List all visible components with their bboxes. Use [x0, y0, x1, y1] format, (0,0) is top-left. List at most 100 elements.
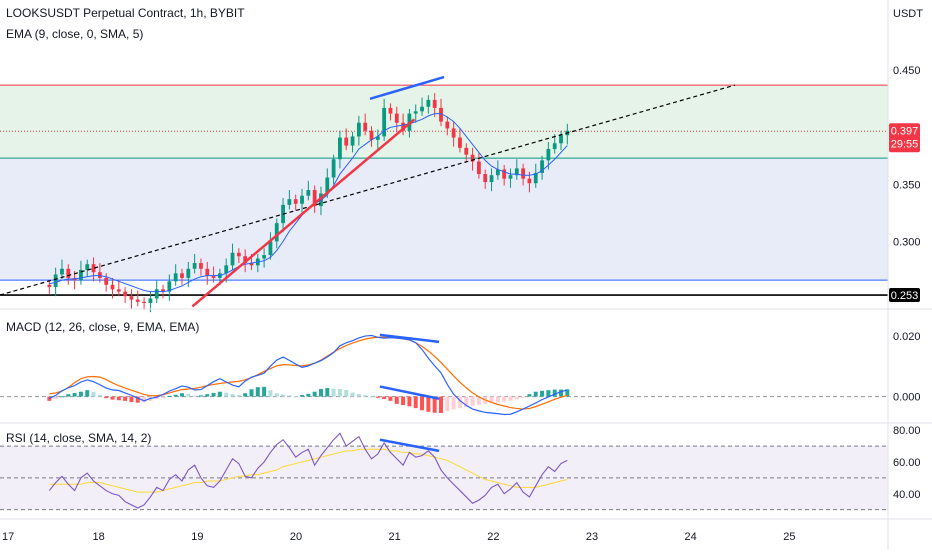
macd-histogram-bar: [110, 396, 115, 400]
candle-body[interactable]: [293, 199, 298, 204]
rsi-tick-label: 40.00: [893, 489, 921, 501]
candle-body[interactable]: [363, 122, 368, 131]
candle-body[interactable]: [458, 137, 462, 148]
candle-body[interactable]: [142, 301, 146, 304]
candle-body[interactable]: [243, 256, 248, 264]
candle-body[interactable]: [167, 281, 172, 292]
macd-histogram-bar: [502, 396, 507, 402]
candle-body[interactable]: [552, 143, 557, 149]
candle-body[interactable]: [97, 272, 102, 278]
candle-body[interactable]: [369, 130, 374, 140]
candle-body[interactable]: [489, 175, 494, 183]
candle-body[interactable]: [91, 264, 96, 273]
candle-body[interactable]: [312, 190, 317, 207]
candle-body[interactable]: [533, 172, 538, 184]
candle-body[interactable]: [161, 289, 165, 292]
rsi-pane[interactable]: [0, 432, 888, 511]
candle-body[interactable]: [300, 195, 304, 204]
candle-body[interactable]: [287, 199, 292, 205]
candle-body[interactable]: [451, 128, 456, 138]
candle-body[interactable]: [274, 223, 279, 242]
candle-body[interactable]: [325, 177, 330, 194]
rsi-divergence-line[interactable]: [379, 438, 440, 453]
red-support-line[interactable]: [191, 118, 416, 308]
candle-body[interactable]: [224, 265, 229, 274]
candle-body[interactable]: [53, 274, 58, 288]
candle-body[interactable]: [527, 178, 532, 184]
candle-body[interactable]: [66, 268, 71, 278]
candle-body[interactable]: [135, 299, 140, 302]
candle-body[interactable]: [426, 99, 431, 107]
candle-body[interactable]: [514, 168, 519, 176]
candle-body[interactable]: [154, 289, 159, 299]
macd-histogram-bar: [552, 389, 557, 397]
candle-body[interactable]: [546, 148, 551, 161]
candle-body[interactable]: [123, 291, 128, 297]
dashed-uptrend-line[interactable]: [0, 84, 736, 296]
candle-body[interactable]: [445, 121, 450, 129]
time-tick-label: 22: [487, 531, 499, 543]
macd-pane[interactable]: [0, 333, 888, 416]
candle-body[interactable]: [476, 161, 481, 175]
candle-body[interactable]: [344, 137, 349, 146]
candle-body[interactable]: [540, 160, 544, 173]
blue-price-high-line[interactable]: [369, 75, 445, 100]
macd-lower-divergence-line[interactable]: [379, 385, 440, 400]
rsi-legend[interactable]: RSI (14, close, SMA, 14, 2): [6, 431, 151, 445]
candle-body[interactable]: [180, 273, 184, 278]
candle-body[interactable]: [331, 159, 336, 178]
macd-histogram-bar: [173, 394, 178, 397]
candle-body[interactable]: [521, 168, 526, 179]
candle-body[interactable]: [186, 268, 191, 278]
candle-body[interactable]: [306, 190, 311, 196]
candle-body[interactable]: [432, 99, 437, 108]
candle-body[interactable]: [60, 268, 64, 275]
macd-legend[interactable]: MACD (12, 26, close, 9, EMA, EMA): [6, 320, 199, 334]
trendline-drawings[interactable]: [0, 75, 736, 308]
candle-body[interactable]: [268, 241, 273, 256]
candle-body[interactable]: [394, 113, 399, 123]
candle-body[interactable]: [116, 289, 121, 292]
candle-body[interactable]: [413, 111, 418, 114]
candle-body[interactable]: [508, 175, 513, 179]
candle-body[interactable]: [470, 154, 475, 162]
candle-body[interactable]: [375, 136, 380, 140]
candle-body[interactable]: [173, 273, 178, 282]
candle-body[interactable]: [236, 252, 241, 257]
candle-body[interactable]: [262, 255, 267, 259]
candle-body[interactable]: [559, 135, 563, 144]
candle-body[interactable]: [104, 277, 109, 285]
symbol-title[interactable]: LOOKSUSDT Perpetual Contract, 1h, BYBIT: [6, 6, 245, 20]
candle-body[interactable]: [388, 107, 393, 114]
macd-upper-divergence-line[interactable]: [379, 333, 440, 344]
candle-body[interactable]: [464, 147, 469, 155]
candle-body[interactable]: [249, 263, 254, 266]
candle-body[interactable]: [502, 169, 507, 179]
candle-body[interactable]: [192, 263, 197, 269]
candle-body[interactable]: [148, 298, 153, 304]
candle-body[interactable]: [230, 252, 235, 266]
candle-body[interactable]: [401, 122, 405, 131]
candle-body[interactable]: [199, 263, 203, 269]
candle-body[interactable]: [350, 136, 355, 146]
candle-body[interactable]: [495, 169, 500, 176]
candle-body[interactable]: [85, 264, 90, 270]
candle-body[interactable]: [420, 106, 424, 112]
candle-body[interactable]: [356, 122, 361, 137]
ema-legend[interactable]: EMA (9, close, 0, SMA, 5): [6, 27, 143, 41]
candle-body[interactable]: [129, 296, 134, 300]
candle-body[interactable]: [439, 107, 443, 122]
candle-body[interactable]: [79, 269, 83, 281]
macd-histogram-bar: [401, 396, 406, 406]
candle-body[interactable]: [382, 107, 387, 137]
macd-histogram-bar: [337, 388, 342, 397]
candle-body[interactable]: [47, 284, 52, 288]
candle-body[interactable]: [205, 268, 210, 276]
candle-body[interactable]: [483, 174, 488, 183]
candle-body[interactable]: [110, 284, 115, 290]
candle-body[interactable]: [338, 137, 342, 160]
candle-body[interactable]: [211, 275, 216, 278]
